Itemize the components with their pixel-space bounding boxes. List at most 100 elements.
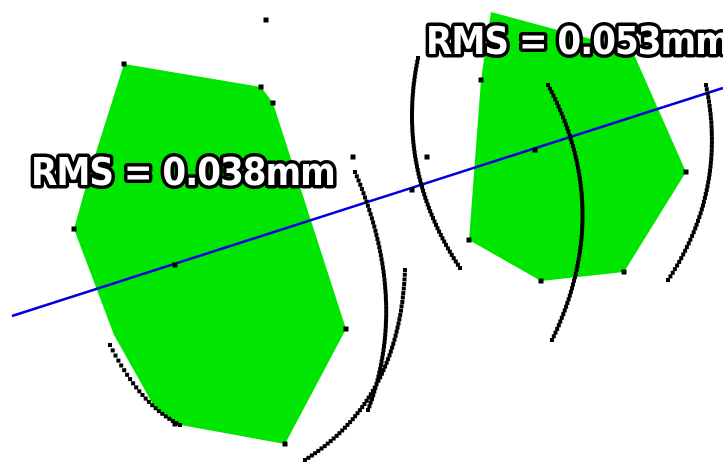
edge-point bbox=[449, 252, 454, 257]
edge-point bbox=[360, 405, 365, 410]
arc-middle-right bbox=[546, 83, 585, 342]
edge-point bbox=[382, 281, 387, 286]
edge-point bbox=[125, 372, 130, 377]
edge-point bbox=[383, 289, 388, 294]
edge-point bbox=[371, 220, 376, 225]
edge-point bbox=[566, 297, 571, 302]
edge-point bbox=[704, 83, 708, 87]
edge-point bbox=[572, 151, 577, 156]
edge-point bbox=[442, 239, 447, 244]
vertex-point bbox=[466, 237, 472, 243]
edge-point bbox=[691, 230, 696, 235]
edge-point bbox=[322, 444, 327, 449]
edge-point bbox=[445, 246, 450, 251]
edge-point bbox=[556, 323, 561, 328]
edge-point bbox=[345, 422, 350, 427]
edge-point bbox=[571, 147, 576, 152]
edge-point bbox=[410, 103, 415, 108]
edge-point bbox=[414, 161, 419, 165]
edge-point bbox=[357, 408, 362, 413]
edge-point bbox=[316, 448, 321, 453]
edge-point bbox=[363, 195, 367, 200]
edge-point bbox=[561, 115, 566, 120]
edge-point bbox=[372, 385, 377, 390]
edge-point bbox=[579, 191, 584, 196]
edge-point bbox=[672, 267, 677, 272]
edge-point bbox=[119, 363, 124, 368]
edge-point bbox=[379, 359, 384, 364]
edge-point bbox=[565, 301, 570, 305]
edge-point bbox=[384, 309, 389, 314]
edge-point bbox=[697, 215, 702, 220]
edge-point bbox=[365, 203, 370, 208]
edge-point bbox=[369, 216, 374, 221]
edge-point bbox=[563, 122, 568, 127]
edge-point bbox=[708, 112, 713, 117]
edge-point bbox=[411, 89, 416, 94]
edge-point bbox=[576, 260, 581, 265]
edge-point bbox=[411, 136, 415, 141]
edge-point bbox=[578, 180, 583, 185]
edge-point bbox=[575, 162, 580, 167]
edge-point bbox=[424, 199, 429, 204]
edge-point bbox=[438, 232, 443, 237]
edge-point bbox=[395, 325, 400, 330]
edge-point bbox=[134, 385, 139, 390]
edge-point bbox=[367, 208, 372, 212]
vertex-point bbox=[121, 61, 127, 67]
edge-point bbox=[579, 187, 584, 192]
edge-point bbox=[382, 340, 387, 345]
edge-point bbox=[690, 233, 695, 238]
edge-point bbox=[696, 218, 700, 223]
edge-point bbox=[698, 211, 703, 216]
edge-point bbox=[410, 100, 415, 105]
edge-point bbox=[434, 222, 438, 227]
edge-point bbox=[303, 458, 307, 462]
edge-point bbox=[340, 428, 345, 433]
edge-point bbox=[403, 268, 407, 272]
edge-point bbox=[378, 367, 383, 372]
edge-point bbox=[353, 414, 358, 419]
edge-point bbox=[580, 212, 585, 217]
edge-point bbox=[367, 404, 372, 409]
vertex-point bbox=[621, 269, 627, 275]
edge-point bbox=[683, 248, 688, 253]
edge-point bbox=[458, 266, 462, 270]
edge-point bbox=[116, 358, 121, 363]
edge-point bbox=[431, 216, 435, 221]
edge-point bbox=[568, 136, 573, 141]
edge-point bbox=[703, 192, 708, 196]
edge-point bbox=[131, 381, 136, 386]
edge-point bbox=[370, 397, 374, 401]
edge-point bbox=[410, 132, 415, 137]
edge-point bbox=[574, 267, 579, 272]
edge-point bbox=[580, 202, 585, 206]
edge-point bbox=[391, 341, 396, 346]
edge-point bbox=[706, 180, 711, 185]
edge-point bbox=[383, 328, 388, 333]
edge-point bbox=[572, 278, 576, 283]
edge-point bbox=[413, 157, 418, 162]
edge-point bbox=[709, 140, 714, 145]
polygon-right-shape bbox=[469, 12, 686, 281]
arc-left-bottom bbox=[108, 343, 182, 427]
edge-point bbox=[402, 272, 407, 277]
edge-point bbox=[666, 278, 670, 282]
edge-point bbox=[709, 156, 714, 161]
edge-point bbox=[384, 313, 389, 318]
edge-point bbox=[383, 324, 388, 329]
edge-point bbox=[428, 209, 433, 214]
edge-point bbox=[401, 291, 406, 296]
edge-point bbox=[694, 222, 699, 227]
arc-middle-left bbox=[410, 56, 462, 270]
edge-point bbox=[366, 408, 370, 412]
edge-point bbox=[399, 308, 403, 313]
edge-point bbox=[699, 207, 704, 212]
edge-point bbox=[413, 154, 418, 158]
edge-point bbox=[381, 348, 386, 353]
edge-point bbox=[379, 371, 384, 376]
edge-point bbox=[577, 253, 582, 258]
edge-point bbox=[579, 194, 584, 199]
edge-point bbox=[399, 304, 404, 309]
edge-point bbox=[418, 178, 423, 183]
